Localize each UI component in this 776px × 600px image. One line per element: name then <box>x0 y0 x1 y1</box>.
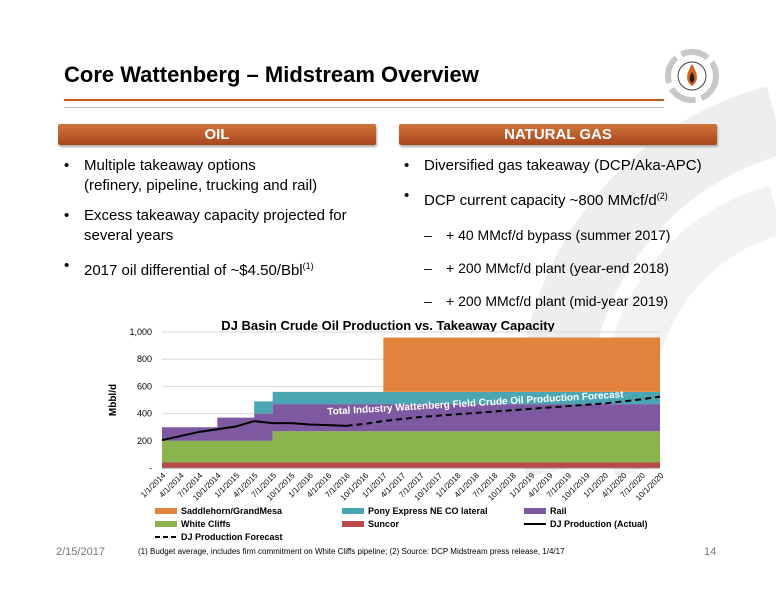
gas-subbullet: + 200 MMcf/d plant (mid-year 2019) <box>402 291 742 311</box>
legend-item: Saddlehorn/GrandMesa <box>155 506 283 516</box>
legend-swatch <box>342 508 364 514</box>
oil-bullet-differential: 2017 oil differential of ~$4.50/Bbl(1) <box>62 256 382 281</box>
legend-swatch <box>524 508 546 514</box>
oil-bullets: Multiple takeaway options (refinery, pip… <box>62 156 382 291</box>
gas-bullet-text: DCP current capacity ~800 MMcf/d <box>424 192 657 209</box>
y-tick-label: - <box>149 463 152 473</box>
y-tick-label: 800 <box>137 354 152 364</box>
legend-label: DJ Production (Actual) <box>550 519 648 529</box>
dj-production-forecast-line <box>346 395 661 427</box>
gas-subbullet-text: + 40 MMcf/d bypass (summer 2017) <box>446 227 671 243</box>
suncor-area <box>162 462 660 468</box>
footnote-marker: (1) <box>302 261 314 271</box>
title-divider <box>64 107 664 108</box>
y-tick-label: 600 <box>137 381 152 391</box>
page-number: 14 <box>704 546 717 558</box>
gas-bullet-takeaway: Diversified gas takeaway (DCP/Aka-APC) <box>402 156 742 176</box>
legend-item: White Cliffs <box>155 519 231 529</box>
company-logo <box>665 49 719 103</box>
chart-title: DJ Basin Crude Oil Production vs. Takeaw… <box>221 318 555 333</box>
oil-bullet-text: (refinery, pipeline, trucking and rail) <box>84 177 318 194</box>
legend-label: Saddlehorn/GrandMesa <box>181 506 283 516</box>
gas-bullet-capacity: DCP current capacity ~800 MMcf/d(2) <box>402 186 742 211</box>
rail-area <box>162 404 660 441</box>
title-underline <box>64 99 664 101</box>
oil-bullet-takeaway: Multiple takeaway options (refinery, pip… <box>62 156 382 196</box>
gas-subbullet: + 200 MMcf/d plant (year-end 2018) <box>402 258 742 278</box>
legend-label: White Cliffs <box>181 519 231 529</box>
legend-label: Rail <box>550 506 567 516</box>
y-tick-label: 200 <box>137 436 152 446</box>
footer-date: 2/15/2017 <box>56 546 105 558</box>
gas-subbullet: + 40 MMcf/d bypass (summer 2017) <box>402 225 742 245</box>
natural-gas-section-header: NATURAL GAS <box>399 124 717 145</box>
legend-swatch <box>155 521 177 527</box>
legend-label: DJ Production Forecast <box>181 532 283 542</box>
legend-label: Suncor <box>368 519 400 529</box>
legend-label: Pony Express NE CO lateral <box>368 506 488 516</box>
gas-bullets: Diversified gas takeaway (DCP/Aka-APC) D… <box>402 156 742 324</box>
y-tick-label: 400 <box>137 409 152 419</box>
page-title: Core Wattenberg – Midstream Overview <box>64 62 479 87</box>
legend-item: Pony Express NE CO lateral <box>342 506 488 516</box>
oil-bullet-text: Multiple takeaway options <box>84 157 256 174</box>
gas-subbullet-text: + 200 MMcf/d plant (year-end 2018) <box>446 260 669 276</box>
oil-bullet-capacity: Excess takeaway capacity projected for s… <box>62 206 382 246</box>
legend-item: DJ Production Forecast <box>155 532 283 542</box>
oil-bullet-text: Excess takeaway capacity projected for <box>84 207 347 224</box>
gas-subbullet-text: + 200 MMcf/d plant (mid-year 2019) <box>446 293 669 309</box>
oil-bullet-text: 2017 oil differential of ~$4.50/Bbl <box>84 262 303 279</box>
legend-item: DJ Production (Actual) <box>524 519 648 529</box>
footnote-marker: (2) <box>656 191 668 201</box>
legend-swatch <box>155 508 177 514</box>
legend-item: Rail <box>524 506 567 516</box>
y-axis-label: Mbbl/d <box>108 384 119 416</box>
gas-bullet-text: Diversified gas takeaway (DCP/Aka-APC) <box>424 157 702 174</box>
legend-item: Suncor <box>342 519 400 529</box>
y-tick-label: 1,000 <box>129 327 152 337</box>
saddlehorn-grandmesa-area <box>162 337 660 428</box>
oil-bullet-text: several years <box>84 227 174 244</box>
legend-swatch <box>342 521 364 527</box>
oil-section-header: OIL <box>58 124 376 145</box>
footnote: (1) Budget average, includes firm commit… <box>138 547 565 556</box>
pony-express-ne-co-lateral-area <box>162 391 660 428</box>
dj-production-actual-line <box>161 420 347 442</box>
white-cliffs-area <box>162 431 660 463</box>
